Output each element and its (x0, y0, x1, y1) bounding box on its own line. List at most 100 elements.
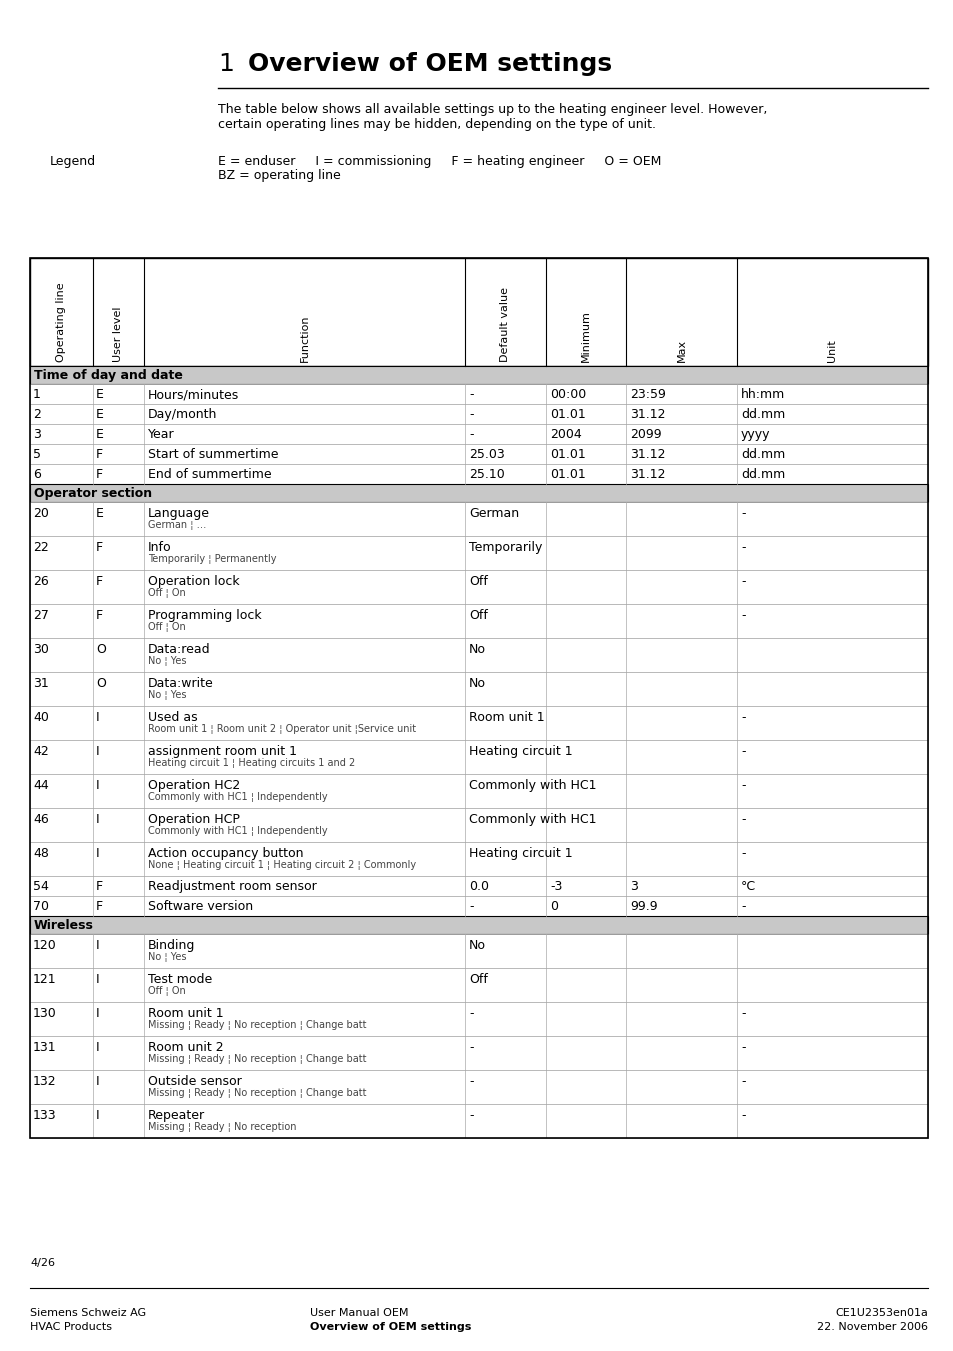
Text: 22: 22 (33, 540, 49, 554)
Text: HVAC Products: HVAC Products (30, 1323, 112, 1332)
Text: 0.0: 0.0 (469, 880, 489, 893)
Text: 3: 3 (629, 880, 638, 893)
Text: Temporarily ¦ Permanently: Temporarily ¦ Permanently (148, 554, 276, 563)
Text: 131: 131 (33, 1042, 56, 1054)
Text: I: I (96, 847, 99, 861)
Text: dd.mm: dd.mm (740, 408, 784, 422)
Text: Siemens Schweiz AG: Siemens Schweiz AG (30, 1308, 146, 1319)
Text: Missing ¦ Ready ¦ No reception ¦ Change batt: Missing ¦ Ready ¦ No reception ¦ Change … (148, 1020, 366, 1029)
Bar (30, 258, 927, 366)
Bar (30, 444, 927, 463)
Text: None ¦ Heating circuit 1 ¦ Heating circuit 2 ¦ Commonly: None ¦ Heating circuit 1 ¦ Heating circu… (148, 861, 416, 870)
Text: Function: Function (299, 315, 309, 362)
Text: 54: 54 (33, 880, 49, 893)
Text: Time of day and date: Time of day and date (34, 369, 183, 382)
Text: 5: 5 (33, 449, 41, 461)
Bar (30, 774, 927, 808)
Text: No: No (469, 677, 485, 690)
Text: Commonly with HC1 ¦ Independently: Commonly with HC1 ¦ Independently (148, 792, 327, 802)
Text: 2: 2 (33, 408, 41, 422)
Bar (30, 258, 927, 1138)
Text: I: I (96, 973, 99, 986)
Text: Temporarily: Temporarily (469, 540, 542, 554)
Text: F: F (96, 609, 103, 621)
Text: -: - (469, 1075, 473, 1088)
Text: Overview of OEM settings: Overview of OEM settings (310, 1323, 471, 1332)
Text: Info: Info (148, 540, 172, 554)
Text: Software version: Software version (148, 900, 253, 913)
Text: I: I (96, 939, 99, 952)
Bar (30, 969, 927, 1002)
Bar (30, 1002, 927, 1036)
Bar (30, 740, 927, 774)
Text: No: No (469, 643, 485, 657)
Text: Operation HC2: Operation HC2 (148, 780, 240, 792)
Text: Programming lock: Programming lock (148, 609, 261, 621)
Text: E: E (96, 388, 104, 401)
Text: -: - (740, 1042, 744, 1054)
Text: 70: 70 (33, 900, 49, 913)
Bar (30, 404, 927, 424)
Text: I: I (96, 780, 99, 792)
Text: -: - (740, 1109, 744, 1121)
Text: dd.mm: dd.mm (740, 467, 784, 481)
Text: No ¦ Yes: No ¦ Yes (148, 690, 186, 700)
Bar (30, 638, 927, 671)
Text: I: I (96, 1042, 99, 1054)
Text: Outside sensor: Outside sensor (148, 1075, 241, 1088)
Text: -: - (469, 1042, 473, 1054)
Text: Operating line: Operating line (56, 282, 67, 362)
Text: -: - (740, 576, 744, 588)
Text: 132: 132 (33, 1075, 56, 1088)
Text: BZ = operating line: BZ = operating line (218, 169, 340, 182)
Text: No ¦ Yes: No ¦ Yes (148, 657, 186, 666)
Text: -: - (469, 408, 473, 422)
Text: Test mode: Test mode (148, 973, 212, 986)
Text: -: - (740, 711, 744, 724)
Text: No ¦ Yes: No ¦ Yes (148, 952, 186, 962)
Text: 30: 30 (33, 643, 49, 657)
Text: Off ¦ On: Off ¦ On (148, 588, 186, 598)
Bar (30, 1070, 927, 1104)
Bar (30, 842, 927, 875)
Text: I: I (96, 711, 99, 724)
Bar (30, 1036, 927, 1070)
Text: -: - (469, 900, 473, 913)
Text: -: - (740, 540, 744, 554)
Text: Used as: Used as (148, 711, 197, 724)
Text: Off: Off (469, 576, 487, 588)
Text: Commonly with HC1: Commonly with HC1 (469, 813, 596, 825)
Text: Heating circuit 1: Heating circuit 1 (469, 847, 572, 861)
Text: Commonly with HC1: Commonly with HC1 (469, 780, 596, 792)
Text: I: I (96, 744, 99, 758)
Bar (30, 536, 927, 570)
Text: Heating circuit 1: Heating circuit 1 (469, 744, 572, 758)
Text: 20: 20 (33, 507, 49, 520)
Text: 133: 133 (33, 1109, 56, 1121)
Text: certain operating lines may be hidden, depending on the type of unit.: certain operating lines may be hidden, d… (218, 118, 656, 131)
Text: Hours/minutes: Hours/minutes (148, 388, 239, 401)
Text: Commonly with HC1 ¦ Independently: Commonly with HC1 ¦ Independently (148, 825, 327, 836)
Text: Readjustment room sensor: Readjustment room sensor (148, 880, 316, 893)
Text: O: O (96, 677, 106, 690)
Text: Start of summertime: Start of summertime (148, 449, 278, 461)
Text: Room unit 1: Room unit 1 (469, 711, 544, 724)
Text: 01.01: 01.01 (550, 467, 585, 481)
Text: 2099: 2099 (629, 428, 661, 440)
Bar (30, 896, 927, 916)
Text: 4/26: 4/26 (30, 1258, 55, 1269)
Text: -3: -3 (550, 880, 561, 893)
Text: 99.9: 99.9 (629, 900, 657, 913)
Text: -: - (469, 428, 473, 440)
Text: -: - (740, 744, 744, 758)
Text: 31: 31 (33, 677, 49, 690)
Text: 31.12: 31.12 (629, 449, 665, 461)
Text: Binding: Binding (148, 939, 195, 952)
Text: Missing ¦ Ready ¦ No reception: Missing ¦ Ready ¦ No reception (148, 1121, 296, 1132)
Bar (30, 503, 927, 536)
Text: F: F (96, 900, 103, 913)
Text: Room unit 1: Room unit 1 (148, 1006, 223, 1020)
Bar (30, 570, 927, 604)
Bar (30, 604, 927, 638)
Text: CE1U2353en01a: CE1U2353en01a (834, 1308, 927, 1319)
